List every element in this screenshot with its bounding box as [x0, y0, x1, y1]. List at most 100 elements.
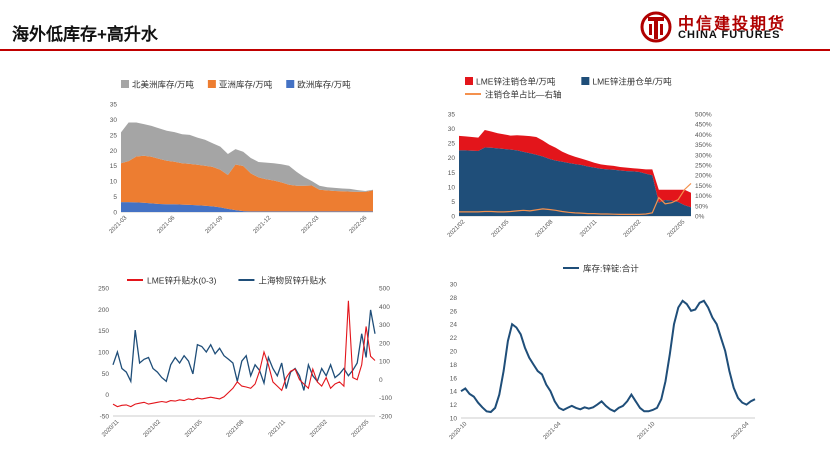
c2-area-registered	[459, 147, 691, 216]
x-tick-label: 2022-03	[301, 215, 321, 235]
x-tick-label: 2021/02	[447, 219, 467, 239]
y-tick-label: 150	[98, 328, 109, 335]
x-tick-label: 2021/02	[142, 419, 162, 439]
legend-swatch	[207, 80, 216, 88]
y-tick-label: 10	[448, 184, 456, 191]
y-tick-label: 24	[450, 322, 458, 329]
y2-tick-label: -100	[379, 395, 392, 402]
title-divider	[0, 49, 830, 51]
c3-plot: -50 0 50 100 150 200 250 -200 -100 0 100 200 300 400 5…	[98, 286, 392, 439]
y2-tick-label: 100	[379, 359, 390, 366]
c2-area-cancelled	[459, 130, 691, 208]
c1-plot: 0 5 10 15 20 25 30 35 2021-03 2021-06 2021-09 2021-…	[109, 102, 373, 235]
legend-label: 注销仓单占比—右轴	[485, 90, 562, 100]
c2-plot: 051015202530350%50%100%150%200%250%300%3…	[447, 112, 712, 239]
y2-tick-label: 400	[379, 304, 390, 311]
legend-label: 欧洲库存/万吨	[297, 80, 351, 90]
y-tick-label: 12	[450, 402, 458, 409]
y-tick-label: 26	[450, 308, 458, 315]
legend-label: LME锌注销仓单/万吨	[476, 77, 556, 87]
y2-tick-label: 300	[379, 322, 390, 329]
y-tick-label: 30	[110, 117, 118, 124]
c1-area-0	[121, 202, 373, 212]
y-tick-label: 22	[450, 335, 458, 342]
y-tick-label: 20	[450, 349, 458, 356]
x-tick-label: 2021/11	[579, 219, 599, 239]
y-tick-label: 28	[450, 295, 458, 302]
y-tick-label: 16	[450, 375, 458, 382]
y-tick-label: 25	[110, 132, 118, 139]
x-tick-label: 2021-12	[253, 215, 273, 235]
x-tick-label: 2021-04	[543, 421, 563, 440]
y2-tick-label: 250%	[695, 163, 712, 170]
logo-emblem-icon	[640, 11, 672, 43]
chart-ingot-inventory: 库存:锌锭:合计 10 12 14 16 18 20 22 24 26 28 30 2020-10 20…	[449, 264, 756, 440]
legend-label: 上海物贸锌升贴水	[258, 276, 327, 286]
y2-tick-label: 400%	[695, 132, 712, 139]
y-tick-label: 35	[448, 112, 456, 119]
logo-text-cn: 中信建投期货	[678, 16, 787, 33]
legend-label: 亚洲库存/万吨	[219, 80, 273, 90]
y2-tick-label: 300%	[695, 152, 712, 159]
brand-logo: 中信建投期货 CHINA FUTURES	[640, 9, 820, 45]
y2-tick-label: 0	[379, 377, 383, 384]
c1-area-2	[121, 122, 373, 192]
x-tick-label: 2021/05	[184, 419, 204, 439]
x-tick-label: 2022-04	[731, 421, 751, 440]
x-tick-label: 2022/02	[623, 219, 643, 239]
y-tick-label: 25	[448, 141, 456, 148]
y-tick-label: 100	[98, 350, 109, 357]
x-tick-label: 2021-06	[157, 215, 177, 235]
y2-tick-label: 500%	[695, 112, 712, 119]
logo-text-en: CHINA FUTURES	[678, 29, 781, 41]
y-tick-label: 30	[450, 282, 458, 289]
y2-tick-label: 100%	[695, 193, 712, 200]
legend-swatch	[465, 77, 473, 85]
y2-tick-label: 200	[379, 340, 390, 347]
c1-area-1	[121, 155, 373, 212]
y2-tick-label: 150%	[695, 183, 712, 190]
c3-line-lme	[112, 300, 376, 408]
x-tick-label: 2021-03	[109, 215, 129, 235]
c4-plot: 10 12 14 16 18 20 22 24 26 28 30 2020-10 2021-04 2021…	[449, 282, 756, 440]
chart-premium: LME锌升贴水(0-3) 上海物贸锌升贴水 -50050100150200250-…	[98, 276, 392, 439]
y2-tick-label: 50%	[695, 203, 708, 210]
x-tick-label: 2021-09	[205, 215, 225, 235]
y-tick-label: 0	[113, 210, 117, 217]
legend-swatch	[581, 77, 590, 85]
y-tick-label: 30	[448, 126, 456, 133]
legend-swatch	[121, 80, 129, 88]
x-tick-label: 2020-10	[449, 421, 469, 440]
legend-label: LME锌注册仓单/万吨	[592, 77, 672, 87]
legend-label: LME锌升贴水(0-3)	[147, 276, 217, 286]
c4-legend: 库存:锌锭:合计	[563, 264, 639, 274]
y2-tick-label: 500	[379, 286, 390, 293]
y-tick-label: 20	[110, 148, 118, 155]
x-tick-label: 2021/11	[268, 419, 288, 439]
legend-label: 库存:锌锭:合计	[583, 264, 639, 274]
legend-swatch	[286, 80, 295, 88]
y2-tick-label: 350%	[695, 142, 712, 149]
y-tick-label: 250	[98, 286, 109, 293]
y2-tick-label: -200	[379, 414, 392, 421]
c3-line-shanghai	[112, 309, 376, 391]
x-tick-label: 2021/05	[491, 219, 511, 239]
y2-tick-label: 200%	[695, 173, 712, 180]
x-tick-label: 2020/11	[101, 419, 121, 439]
y-tick-label: 200	[98, 307, 109, 314]
y-tick-label: -50	[100, 414, 110, 421]
x-tick-label: 2021-10	[637, 421, 657, 440]
y-tick-label: 0	[451, 214, 455, 221]
y-tick-label: 5	[113, 194, 117, 201]
x-tick-label: 2022/05	[351, 419, 371, 439]
chart-continent-inventory: 北美洲库存/万吨 亚洲库存/万吨 欧洲库存/万吨 0 5 10 15 20 25 30 35 202…	[109, 80, 373, 235]
c2-legend-row2: 注销仓单占比—右轴	[465, 90, 562, 100]
y-tick-label: 18	[450, 362, 458, 369]
x-tick-label: 2021/08	[226, 419, 246, 439]
y-tick-label: 0	[105, 392, 109, 399]
c2-line-ratio	[459, 182, 692, 215]
y2-tick-label: 0%	[695, 214, 705, 221]
c4-line-inventory	[460, 299, 756, 414]
